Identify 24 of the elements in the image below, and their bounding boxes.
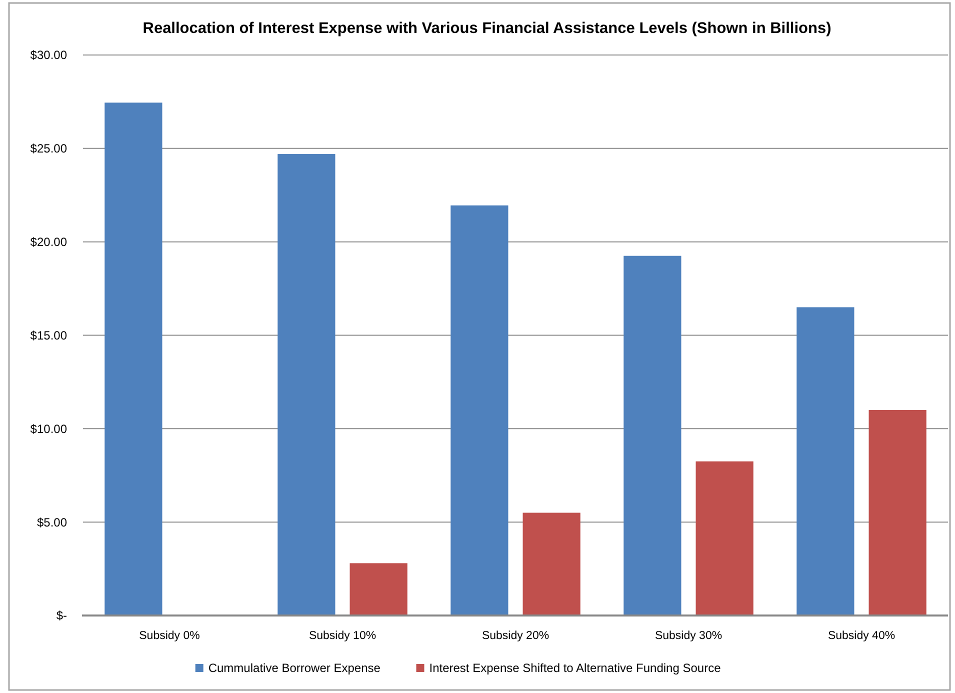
y-tick-label: $20.00 [30,235,68,250]
x-tick-label: Subsidy 40% [828,630,896,642]
y-tick-label: $10.00 [30,422,68,436]
x-tick-label: Subsidy 10% [308,630,376,642]
bar [868,410,926,616]
bar [450,205,508,616]
bar [624,256,682,616]
bar [278,154,336,616]
y-tick-label: $5.00 [36,515,68,530]
bar [522,512,580,616]
bar [104,102,162,616]
bar [350,563,408,616]
x-tick-label: Subsidy 20% [482,630,550,642]
y-tick-label: $- [56,608,67,623]
y-tick-label: $25.00 [30,142,68,156]
legend-label: Cummulative Borrower Expense [208,661,381,676]
y-tick-label: $15.00 [30,328,68,342]
bar [796,307,854,616]
x-tick-label: Subsidy 30% [654,630,722,642]
legend-label: Interest Expense Shifted to Alternative Funding Source [429,661,722,676]
y-tick-label: $30.00 [30,48,68,62]
x-tick-label: Subsidy 0% [139,630,200,642]
bar [696,461,754,616]
chart-title: Reallocation of Interest Expense with Various Financial Assistance Levels (Shown in Billions) [142,20,832,37]
